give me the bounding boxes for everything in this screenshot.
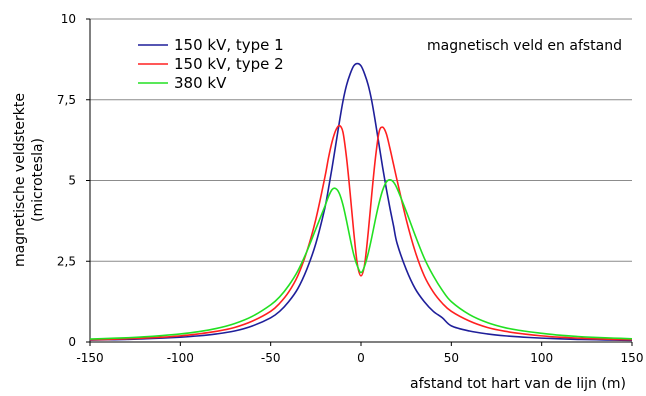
- y-tick-label: 5: [68, 174, 76, 188]
- series-line-380kv: [89, 179, 633, 340]
- x-tick-label: -150: [76, 351, 103, 365]
- chart-annotation: magnetisch veld en afstand: [427, 38, 622, 54]
- series-line-150kv-type-2: [89, 124, 633, 341]
- y-ticks: 0 2,5 5 7,5 10: [57, 12, 90, 349]
- legend: 150 kV, type 1 150 kV, type 2 380 kV: [138, 36, 284, 92]
- x-tick-label: 0: [357, 351, 365, 365]
- legend-label-series-2: 150 kV, type 2: [174, 55, 284, 73]
- y-tick-label: 10: [61, 12, 76, 26]
- legend-label-series-3: 380 kV: [174, 74, 227, 92]
- y-tick-label: 7,5: [57, 93, 76, 107]
- gridlines: [90, 18, 632, 262]
- x-tick-label: 150: [621, 351, 644, 365]
- y-axis-title: magnetische veldsterkte (microtesla): [12, 93, 46, 267]
- x-tick-label: 100: [530, 351, 553, 365]
- x-tick-label: -100: [167, 351, 194, 365]
- x-axis-title: afstand tot hart van de lijn (m): [410, 376, 626, 392]
- series-line-150kv-type-1: [89, 62, 633, 342]
- y-axis-title-line-1: magnetische veldsterkte: [12, 93, 28, 267]
- y-tick-label: 2,5: [57, 254, 76, 268]
- x-ticks: -150 -100 -50 0 50 100 150: [76, 342, 643, 365]
- series-layer: [89, 62, 633, 342]
- legend-label-series-1: 150 kV, type 1: [174, 36, 284, 54]
- y-tick-label: 0: [68, 335, 76, 349]
- x-tick-label: 50: [444, 351, 459, 365]
- y-axis-title-line-2: (microtesla): [30, 138, 46, 222]
- x-tick-label: -50: [261, 351, 281, 365]
